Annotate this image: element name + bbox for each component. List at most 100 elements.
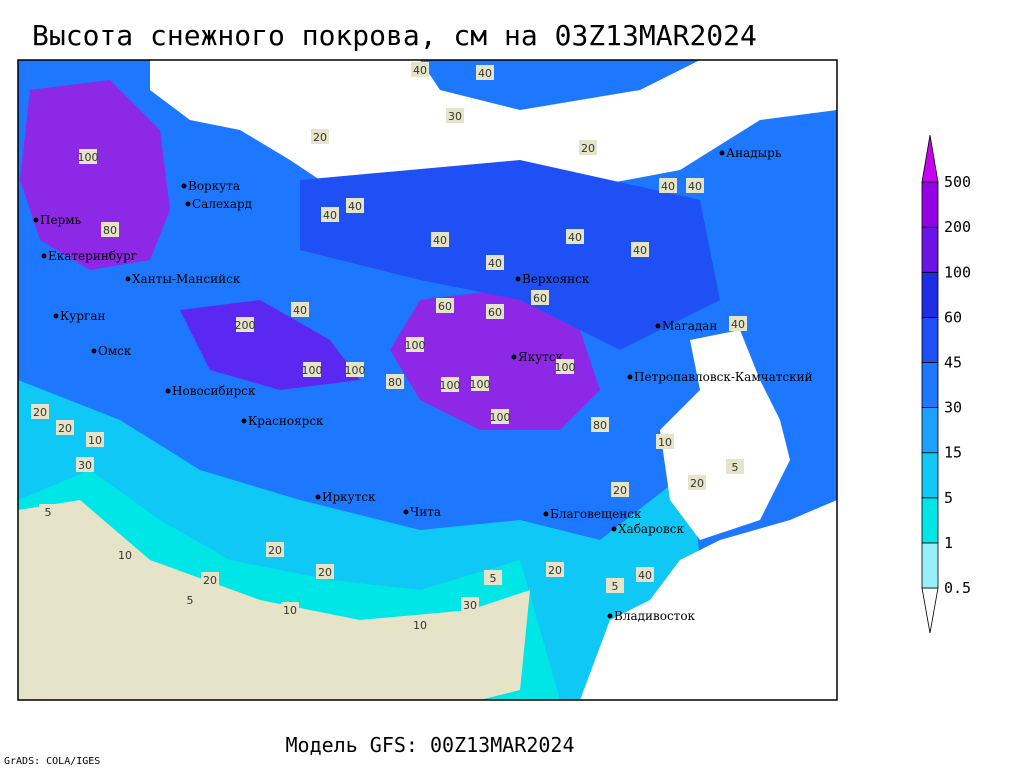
city-dot: [719, 150, 725, 156]
value-label: 40: [731, 318, 745, 331]
city-dot: [125, 276, 131, 282]
city-label: Салехард: [192, 197, 252, 211]
value-label: 10: [283, 604, 297, 617]
city-label: Пермь: [40, 213, 82, 227]
city-label: Екатеринбург: [48, 249, 137, 263]
city-dot: [241, 418, 247, 424]
city-dot: [185, 201, 191, 207]
value-label-box: [386, 374, 404, 389]
value-label-box: [636, 567, 654, 582]
value-label-box: [729, 316, 747, 331]
value-label-box: [236, 317, 254, 332]
city-label: Владивосток: [614, 609, 696, 623]
value-label-box: [461, 597, 479, 612]
value-label: 20: [613, 484, 627, 497]
value-label: 5: [187, 594, 194, 607]
value-label: 30: [463, 599, 477, 612]
colorbar-max-triangle: [921, 135, 939, 183]
value-label-box: [56, 420, 74, 435]
value-label: 80: [103, 224, 117, 237]
city-dot: [33, 217, 39, 223]
city-label: Верхоянск: [522, 272, 590, 286]
value-label: 60: [488, 306, 502, 319]
value-label-box: [446, 108, 464, 123]
value-label: 100: [440, 379, 461, 392]
value-label: 80: [593, 419, 607, 432]
city-label: Благовещенск: [550, 507, 642, 521]
city-label: Ханты-Мансийск: [132, 272, 241, 286]
value-label-box: [631, 242, 649, 257]
value-label-box: [39, 504, 57, 519]
value-label: 30: [448, 110, 462, 123]
value-label: 5: [490, 572, 497, 585]
value-label: 100: [555, 361, 576, 374]
value-label-box: [531, 290, 549, 305]
value-label-box: [436, 298, 454, 313]
sea-south: [580, 500, 837, 700]
value-label: 200: [235, 319, 256, 332]
city-dot: [403, 509, 409, 515]
value-label-box: [406, 337, 424, 352]
value-label: 40: [413, 64, 427, 77]
value-label-box: [201, 572, 219, 587]
value-label: 100: [345, 364, 366, 377]
value-label: 20: [548, 564, 562, 577]
colorbar-label: 200: [944, 218, 971, 236]
colorbar-segment: [921, 181, 939, 228]
footer: Модель GFS: 00Z13MAR2024: [286, 733, 575, 757]
city-dot: [165, 388, 171, 394]
value-label: 20: [690, 477, 704, 490]
value-label: 5: [612, 580, 619, 593]
map-area: [18, 60, 837, 700]
value-label: 20: [581, 142, 595, 155]
city-dot: [41, 253, 47, 259]
value-label: 20: [58, 422, 72, 435]
value-label-box: [311, 129, 329, 144]
value-label: 20: [203, 574, 217, 587]
value-label-box: [79, 149, 97, 164]
value-label-box: [76, 457, 94, 472]
value-label-box: [476, 65, 494, 80]
value-label-box: [181, 592, 199, 607]
value-label-box: [101, 222, 119, 237]
city-dot: [611, 526, 617, 532]
colorbar-segment: [921, 452, 939, 499]
value-labels: 40 40 30 40 20 20 40 100 80 200 100 100 40 40 40 40 40 60…: [31, 62, 747, 632]
value-label-box: [546, 562, 564, 577]
city-label: Чита: [410, 505, 441, 519]
colorbar-segment: [921, 362, 939, 408]
value-label-box: [486, 304, 504, 319]
colorbar-label: 5: [944, 489, 953, 507]
colorbar-label: 500: [944, 173, 971, 191]
value-label: 10: [413, 619, 427, 632]
value-label: 80: [388, 376, 402, 389]
city-dot: [543, 511, 549, 517]
colorbar-segment: [921, 226, 939, 273]
value-label: 20: [33, 406, 47, 419]
value-label-box: [491, 409, 509, 424]
value-label: 100: [405, 339, 426, 352]
colorbar-segment: [921, 271, 939, 318]
colorbar-label: 1: [944, 534, 953, 552]
value-label: 5: [45, 506, 52, 519]
value-label-box: [291, 302, 309, 317]
credit: GrADS: COLA/IGES: [4, 756, 100, 767]
value-label-box: [266, 542, 284, 557]
colorbar-label: 30: [944, 399, 962, 417]
value-label-box: [441, 377, 459, 392]
value-label-box: [591, 417, 609, 432]
colorbar-label: 60: [944, 308, 962, 326]
value-label: 40: [433, 234, 447, 247]
city-label: Петропавловск-Камчатский: [634, 370, 813, 384]
value-label-box: [688, 475, 706, 490]
value-label: 100: [78, 151, 99, 164]
city-label: Анадырь: [726, 146, 782, 160]
value-label: 10: [88, 434, 102, 447]
value-label: 20: [313, 131, 327, 144]
value-label-box: [566, 229, 584, 244]
value-label-box: [579, 140, 597, 155]
value-label-box: [606, 578, 624, 593]
city-label: Новосибирск: [172, 384, 256, 398]
city-label: Иркутск: [322, 490, 376, 504]
value-label: 20: [318, 566, 332, 579]
